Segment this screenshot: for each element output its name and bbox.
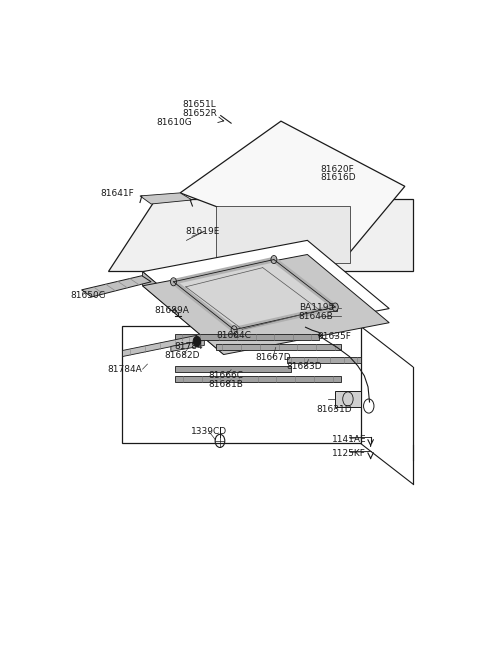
Circle shape	[193, 337, 201, 346]
Polygon shape	[143, 272, 224, 354]
Polygon shape	[216, 206, 350, 263]
Text: 81620F: 81620F	[321, 165, 354, 174]
Text: 81683D: 81683D	[286, 362, 322, 371]
Polygon shape	[304, 304, 337, 311]
Polygon shape	[140, 193, 192, 204]
Text: 81631D: 81631D	[317, 405, 352, 414]
Polygon shape	[175, 335, 319, 340]
Polygon shape	[143, 255, 389, 354]
Polygon shape	[143, 240, 389, 340]
Polygon shape	[335, 391, 360, 407]
Text: 81610G: 81610G	[156, 118, 192, 127]
Polygon shape	[108, 199, 413, 271]
Text: 81666C: 81666C	[209, 371, 244, 380]
Polygon shape	[287, 357, 360, 363]
Text: 1141AE: 1141AE	[332, 435, 367, 444]
Text: 81635F: 81635F	[317, 332, 351, 341]
Polygon shape	[122, 335, 197, 357]
Text: 81684C: 81684C	[216, 331, 251, 340]
Text: 81784A: 81784A	[108, 365, 143, 374]
Polygon shape	[180, 121, 405, 256]
Polygon shape	[171, 340, 204, 352]
Text: BA1195: BA1195	[299, 303, 334, 312]
Polygon shape	[173, 260, 335, 330]
Polygon shape	[175, 376, 341, 382]
Text: 81651L: 81651L	[183, 100, 216, 110]
Text: 81616D: 81616D	[321, 173, 356, 182]
Text: 81641F: 81641F	[100, 190, 134, 198]
Polygon shape	[175, 365, 290, 372]
Polygon shape	[216, 344, 341, 350]
Text: 81667D: 81667D	[255, 353, 291, 362]
Text: 81784: 81784	[175, 342, 203, 351]
Text: 81689A: 81689A	[155, 306, 190, 315]
Text: 81652R: 81652R	[183, 109, 217, 117]
Text: 1339CD: 1339CD	[191, 427, 227, 436]
Text: 81646B: 81646B	[299, 312, 334, 321]
Polygon shape	[82, 276, 151, 297]
Text: 81619E: 81619E	[186, 227, 220, 236]
Text: 1125KF: 1125KF	[332, 449, 366, 458]
Polygon shape	[122, 326, 360, 443]
Text: 81681B: 81681B	[209, 380, 244, 389]
Text: 81650C: 81650C	[71, 291, 106, 300]
Text: 81682D: 81682D	[164, 350, 200, 359]
